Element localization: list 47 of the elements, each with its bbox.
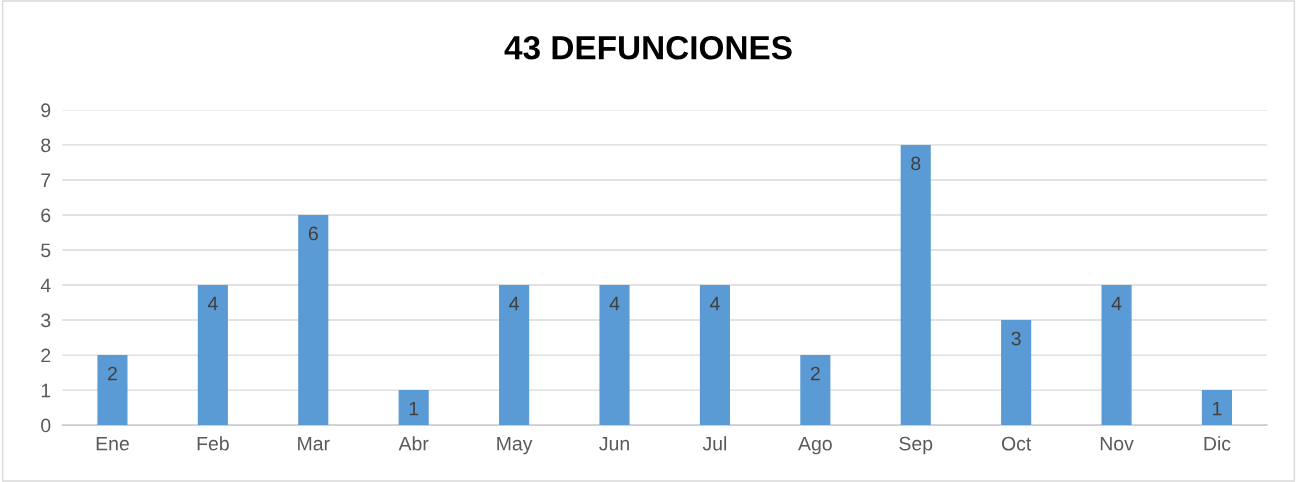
bar [97,355,128,426]
x-tick-label: Nov [1100,436,1134,451]
chart-title: 43 DEFUNCIONES [504,35,792,60]
data-label: 4 [709,296,720,311]
y-tick-label: 0 [41,418,51,433]
x-tick-label: Dic [1204,436,1231,451]
x-tick-label: Abr [398,436,429,451]
bar [800,355,831,426]
y-tick-label: 7 [41,173,51,187]
x-tick-label: Jun [599,436,629,451]
y-tick-label: 8 [41,138,51,153]
x-tick-label: Mar [298,436,330,451]
x-tick-label: Feb [197,436,229,451]
y-tick-label: 1 [41,383,51,398]
bar [1101,285,1132,426]
bar [1001,320,1032,426]
bar [699,285,730,426]
bar [599,285,630,426]
bar [197,285,228,426]
bar [499,285,530,426]
y-tick-label: 5 [41,243,51,258]
x-tick-label: Jul [702,436,727,451]
bar [298,214,329,426]
y-tick-label: 6 [41,208,51,223]
y-tick-label: 4 [40,278,51,293]
x-tick-label: Sep [899,436,933,455]
data-label: 2 [810,366,820,381]
x-tick-label: Oct [1001,436,1032,451]
data-label: 4 [609,296,620,311]
data-label: 1 [409,401,419,416]
data-label: 4 [509,296,519,311]
x-tick-label: May [497,436,533,455]
data-label: 4 [207,296,218,311]
data-label: 4 [1111,296,1122,311]
data-label: 3 [1011,331,1021,346]
y-tick-label: 2 [41,348,51,363]
y-tick-label: 9 [41,103,51,118]
data-label: 1 [1213,401,1222,416]
x-tick-label: Ago [798,436,832,455]
bar [1201,390,1233,426]
x-tick-label: Ene [96,436,129,451]
y-tick-label: 3 [41,313,51,328]
data-label: 8 [911,156,921,171]
data-label: 2 [108,366,117,381]
bar [900,144,931,426]
bar [398,390,429,426]
data-label: 6 [308,226,318,241]
